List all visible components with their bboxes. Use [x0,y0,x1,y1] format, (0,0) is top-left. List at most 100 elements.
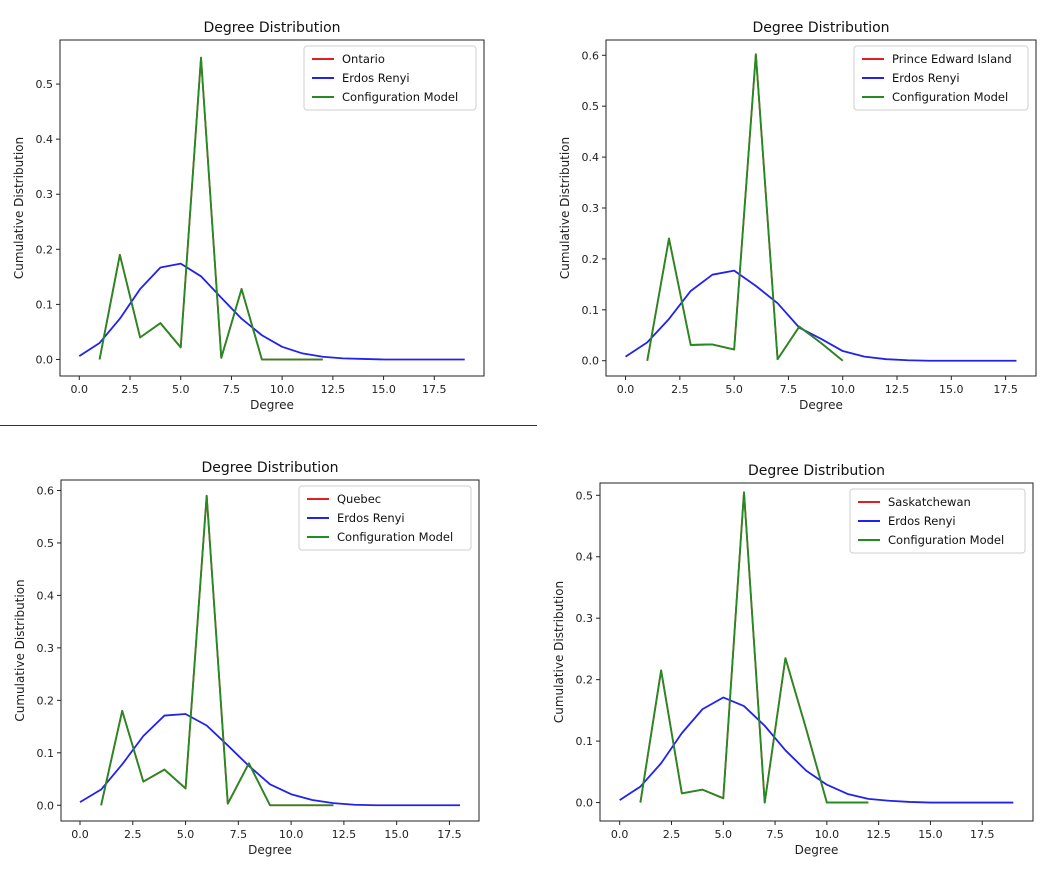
x-tick-label: 12.5 [332,828,357,841]
y-tick-label: 0.5 [576,489,594,502]
legend-entry: Prince Edward Island [892,52,1012,66]
chart-title: Degree Distribution [748,463,885,479]
x-tick-label: 12.5 [885,383,910,396]
x-tick-label: 10.0 [270,383,295,396]
y-tick-label: 0.1 [37,747,55,760]
chart-prince-edward-island: Degree Distribution 0.0 2.5 5.0 7.5 10.0 12.5 1… [558,20,1037,412]
chart-ontario: Degree Distribution 0.0 2.5 5.0 7.5 10.0 12.5 1… [12,20,485,412]
x-tick-label: 7.5 [766,828,784,841]
x-tick-label: 0.0 [611,828,629,841]
x-axis-label: Degree [795,843,839,857]
x-tick-label: 2.5 [663,828,681,841]
y-axis-label: Cumulative Distribution [12,137,26,279]
x-tick-label: 7.5 [230,828,248,841]
series-line-erdos-renyi [79,713,460,807]
x-tick-label: 17.5 [437,828,462,841]
chart-title: Degree Distribution [201,460,338,476]
legend-entry: Configuration Model [342,90,458,104]
legend-box [298,485,472,551]
series-line-configuration-model [639,491,869,804]
chart-saskatchewan: Degree Distribution 0.0 2.5 5.0 7.5 10.0 12.5 1… [552,463,1034,857]
y-tick-label: 0.4 [37,589,55,602]
y-tick-label: 0.1 [576,735,594,748]
y-tick-label: 0.5 [37,537,55,550]
legend-entry: Configuration Model [337,530,453,544]
chart-panel-ontario: Degree Distribution 0.0 2.5 5.0 7.5 10.0 12.5 1… [0,0,537,420]
x-tick-label: 10.0 [279,828,304,841]
legend-box [853,45,1029,111]
legend-entry: Quebec [337,492,381,506]
series-line-erdos-renyi [619,696,1014,804]
x-tick-label: 15.0 [939,383,964,396]
x-tick-label: 17.5 [422,383,447,396]
plot-frame [60,479,480,822]
x-tick-label: 2.5 [124,828,142,841]
x-tick-label: 10.0 [830,383,855,396]
x-axis-label: Degree [799,398,843,412]
legend: Ontario Erdos Renyi Configuration Model [303,45,477,111]
legend-entry: Configuration Model [888,533,1004,547]
y-tick-label: 0.3 [37,642,55,655]
series-line-erdos-renyi [78,262,465,361]
y-tick-label: 0.2 [37,694,55,707]
y-tick-label: 0.4 [576,551,594,564]
x-tick-label: 5.0 [725,383,743,396]
y-tick-label: 0.1 [582,304,600,317]
legend-entry: Erdos Renyi [892,71,960,85]
y-tick-label: 0.4 [582,151,600,164]
y-tick-label: 0.0 [36,353,54,366]
y-tick-label: 0.0 [576,797,594,810]
y-tick-label: 0.5 [36,78,54,91]
x-tick-label: 17.5 [993,383,1018,396]
chart-title: Degree Distribution [752,20,889,36]
y-tick-label: 0.6 [37,484,55,497]
y-tick-label: 0.4 [36,133,54,146]
y-tick-label: 0.3 [576,612,594,625]
y-axis-label: Cumulative Distribution [552,581,566,723]
x-tick-label: 2.5 [671,383,689,396]
legend: Prince Edward Island Erdos Renyi Configura… [853,45,1029,111]
x-tick-label: 17.5 [970,828,995,841]
legend-entry: Ontario [342,52,385,66]
series-line-erdos-renyi [625,269,1017,362]
y-tick-label: 0.3 [582,202,600,215]
x-tick-label: 7.5 [780,383,798,396]
x-tick-label: 5.0 [177,828,195,841]
y-axis-label: Cumulative Distribution [13,579,27,721]
legend-box [303,45,477,111]
y-tick-label: 0.0 [582,355,600,368]
x-tick-label: 12.5 [866,828,891,841]
x-tick-label: 15.0 [371,383,396,396]
y-tick-label: 0.1 [36,298,54,311]
y-tick-label: 0.5 [582,100,600,113]
legend-entry: Saskatchewan [888,495,971,509]
chart-quebec: Degree Distribution 0.0 2.5 5.0 7.5 10.0 12.5 1… [13,460,480,857]
x-tick-label: 0.0 [71,828,89,841]
legend-entry: Configuration Model [892,90,1008,104]
series-line-configuration-model [100,494,334,807]
panel-divider [0,425,537,426]
chart-panel-prince-edward-island: Degree Distribution 0.0 2.5 5.0 7.5 10.0 12.5 1… [547,0,1047,420]
x-tick-label: 15.0 [384,828,409,841]
y-tick-label: 0.0 [37,799,55,812]
chart-title: Degree Distribution [203,20,340,36]
legend-box [849,488,1026,554]
x-tick-label: 12.5 [321,383,346,396]
y-tick-label: 0.2 [36,243,54,256]
y-tick-label: 0.3 [36,188,54,201]
plot-frame [599,482,1034,822]
legend-entry: Erdos Renyi [342,71,410,85]
plot-frame [59,39,485,377]
x-axis-label: Degree [248,843,292,857]
y-tick-label: 0.6 [582,49,600,62]
x-tick-label: 0.0 [71,383,89,396]
x-tick-label: 2.5 [121,383,139,396]
x-tick-label: 5.0 [172,383,190,396]
legend-entry: Erdos Renyi [337,511,405,525]
x-tick-label: 5.0 [715,828,733,841]
x-axis-label: Degree [250,398,294,412]
y-tick-label: 0.2 [576,674,594,687]
x-tick-label: 7.5 [223,383,241,396]
y-tick-label: 0.2 [582,253,600,266]
series-line-configuration-model [646,53,844,362]
